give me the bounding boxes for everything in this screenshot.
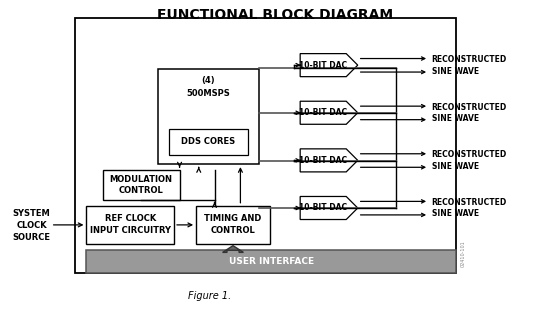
Text: 10-BIT DAC: 10-BIT DAC: [299, 203, 347, 212]
Bar: [169, 129, 248, 155]
Text: SYSTEM
CLOCK
SOURCE: SYSTEM CLOCK SOURCE: [13, 209, 51, 242]
Text: (4): (4): [202, 76, 215, 85]
Bar: [75, 18, 456, 273]
Text: MODULATION
CONTROL: MODULATION CONTROL: [110, 175, 172, 195]
Text: 02410-101: 02410-101: [461, 240, 466, 267]
Text: RECONSTRUCTED
SINE WAVE: RECONSTRUCTED SINE WAVE: [432, 150, 507, 171]
Bar: [87, 250, 456, 273]
Text: 10-BIT DAC: 10-BIT DAC: [299, 156, 347, 165]
Bar: [103, 170, 180, 200]
Text: 10-BIT DAC: 10-BIT DAC: [299, 108, 347, 117]
Text: FUNCTIONAL BLOCK DIAGRAM: FUNCTIONAL BLOCK DIAGRAM: [158, 8, 393, 22]
Text: RECONSTRUCTED
SINE WAVE: RECONSTRUCTED SINE WAVE: [432, 103, 507, 123]
Text: 500MSPS: 500MSPS: [186, 89, 230, 98]
Polygon shape: [300, 54, 358, 77]
Text: RECONSTRUCTED
SINE WAVE: RECONSTRUCTED SINE WAVE: [432, 198, 507, 218]
Polygon shape: [300, 149, 358, 172]
Bar: [158, 69, 259, 164]
Polygon shape: [300, 197, 358, 219]
Polygon shape: [300, 101, 358, 124]
Text: RECONSTRUCTED
SINE WAVE: RECONSTRUCTED SINE WAVE: [432, 55, 507, 76]
Text: USER INTERFACE: USER INTERFACE: [229, 257, 314, 266]
FancyArrow shape: [223, 246, 244, 252]
Text: Figure 1.: Figure 1.: [188, 291, 231, 301]
Text: REF CLOCK
INPUT CIRCUITRY: REF CLOCK INPUT CIRCUITRY: [90, 215, 171, 235]
Text: DDS CORES: DDS CORES: [181, 137, 235, 146]
Text: 10-BIT DAC: 10-BIT DAC: [299, 61, 347, 70]
Bar: [87, 206, 174, 244]
Text: TIMING AND
CONTROL: TIMING AND CONTROL: [204, 215, 262, 235]
Bar: [196, 206, 270, 244]
